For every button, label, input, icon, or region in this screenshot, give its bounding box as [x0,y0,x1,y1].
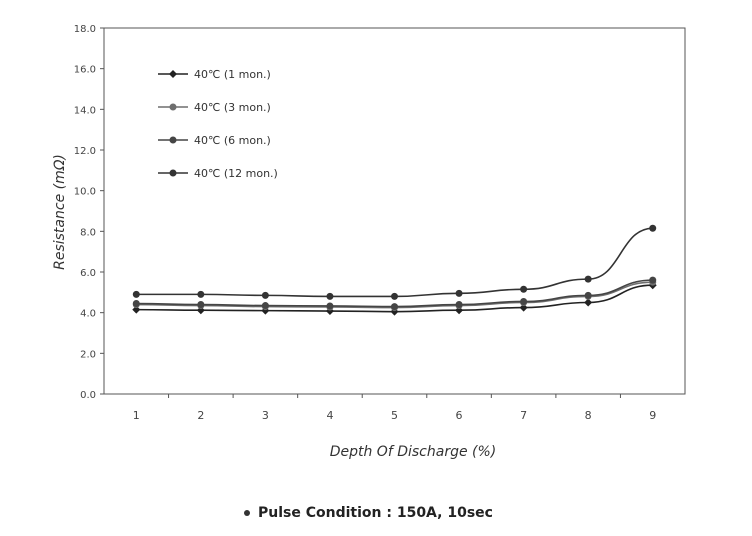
x-tick-label: 8 [585,409,592,422]
data-point [584,298,593,307]
y-tick-label: 8.0 [80,227,96,238]
x-axis: 1 2 3 4 5 6 7 8 9 [133,394,656,422]
data-point [391,303,398,311]
data-point [261,302,269,310]
plot-area [103,27,686,395]
data-point [132,305,141,314]
y-tick-label: 4.0 [80,309,96,320]
series-3 [132,276,657,311]
x-tick-label: 6 [456,409,463,422]
legend-label: 40℃ (6 mon.) [194,134,271,147]
y-tick-label: 6.0 [80,268,96,279]
data-point [391,292,398,300]
legend-marker [169,136,177,144]
data-point [326,292,334,300]
data-point [584,275,592,283]
x-tick-label: 3 [262,409,269,422]
legend-marker [169,103,177,111]
data-point [197,301,205,309]
chart: 0.0 2.0 4.0 6.0 8.0 10.0 12.0 14.0 16.0 18.0 1 2 3 4… [52,24,686,460]
x-tick-label: 1 [133,409,140,422]
data-point [649,224,657,232]
legend-label: 40℃ (1 mon.) [194,68,271,81]
y-tick-label: 14.0 [74,105,96,116]
data-point [520,285,528,293]
data-point [132,290,140,298]
x-axis-label: Depth Of Discharge (%) [330,444,497,460]
data-point [132,300,140,308]
caption-text: Pulse Condition : 150A, 10sec [258,505,493,521]
legend-item: 40℃ (3 mon.) [158,101,271,114]
data-point [649,276,657,284]
data-point [519,303,528,312]
data-point [584,291,592,299]
legend-marker [169,169,177,177]
y-tick-label: 18.0 [74,24,96,35]
x-tick-label: 2 [197,409,204,422]
y-axis: 0.0 2.0 4.0 6.0 8.0 10.0 12.0 14.0 16.0 18.0 [74,24,104,401]
data-point [261,291,269,299]
legend-item: 40℃ (12 mon.) [158,167,278,180]
plot-border [103,27,686,395]
y-tick-label: 10.0 [74,187,96,198]
legend-marker [169,70,177,78]
series-layer [132,224,657,316]
legend-label: 40℃ (12 mon.) [194,167,278,180]
legend-label: 40℃ (3 mon.) [194,101,271,114]
x-tick-label: 9 [649,409,656,422]
y-axis-label: Resistance (mΩ) [52,154,68,270]
y-tick-label: 2.0 [80,349,96,360]
legend: 40℃ (1 mon.) 40℃ (3 mon.) 40℃ (6 mon.) 40℃ … [158,68,278,180]
y-tick-label: 12.0 [74,146,96,157]
series-4 [132,224,657,300]
bullet-icon [244,510,250,516]
data-point [455,301,463,309]
legend-item: 40℃ (6 mon.) [158,134,271,147]
x-tick-label: 4 [326,409,333,422]
series-line [136,227,653,298]
x-tick-label: 7 [520,409,527,422]
data-point [455,289,463,297]
x-tick-label: 5 [391,409,398,422]
y-tick-label: 0.0 [80,390,96,401]
data-point [326,302,334,310]
data-point [197,290,205,298]
pulse-condition-caption: Pulse Condition : 150A, 10sec [244,505,493,521]
data-point [520,297,528,305]
legend-item: 40℃ (1 mon.) [158,68,271,81]
y-tick-label: 16.0 [74,65,96,76]
